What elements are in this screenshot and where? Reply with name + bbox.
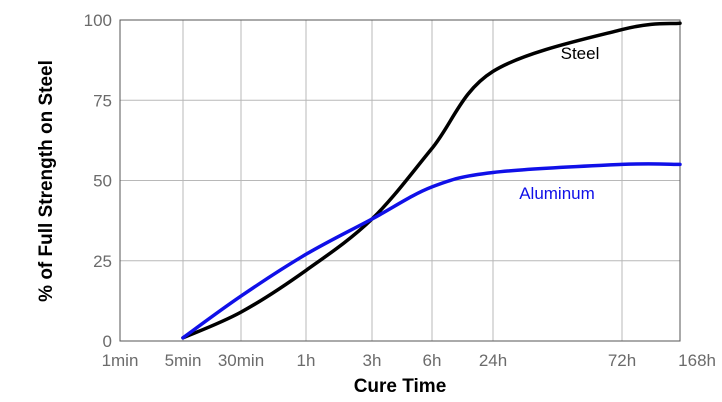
x-tick-label: 168h xyxy=(678,351,716,370)
x-tick-label: 72h xyxy=(608,351,636,370)
series-line-aluminum xyxy=(181,162,682,340)
y-tick-label: 75 xyxy=(93,91,112,110)
x-tick-label: 24h xyxy=(479,351,507,370)
x-tick-label: 3h xyxy=(363,351,382,370)
y-tick-labels: 0 25 50 75 100 xyxy=(84,11,112,351)
y-tick-label: 0 xyxy=(103,332,112,351)
series-labels: Steel Aluminum xyxy=(519,44,599,203)
x-tick-label: 6h xyxy=(423,351,442,370)
series-label-steel: Steel xyxy=(561,44,600,63)
x-tick-label: 30min xyxy=(218,351,264,370)
y-axis-title: % of Full Strength on Steel xyxy=(36,60,57,302)
x-tick-label: 1h xyxy=(297,351,316,370)
grid-lines xyxy=(119,19,681,342)
y-tick-label: 100 xyxy=(84,11,112,30)
plot-frame xyxy=(119,19,681,342)
x-axis-title: Cure Time xyxy=(354,376,447,397)
series-lines xyxy=(181,21,682,340)
series-line-steel xyxy=(181,21,682,340)
y-tick-label: 50 xyxy=(93,172,112,191)
x-tick-label: 1min xyxy=(102,351,139,370)
x-tick-label: 5min xyxy=(165,351,202,370)
series-label-aluminum: Aluminum xyxy=(519,184,595,203)
x-tick-labels: 1min 5min 30min 1h 3h 6h 24h 72h 168h xyxy=(102,351,716,370)
y-tick-label: 25 xyxy=(93,252,112,271)
